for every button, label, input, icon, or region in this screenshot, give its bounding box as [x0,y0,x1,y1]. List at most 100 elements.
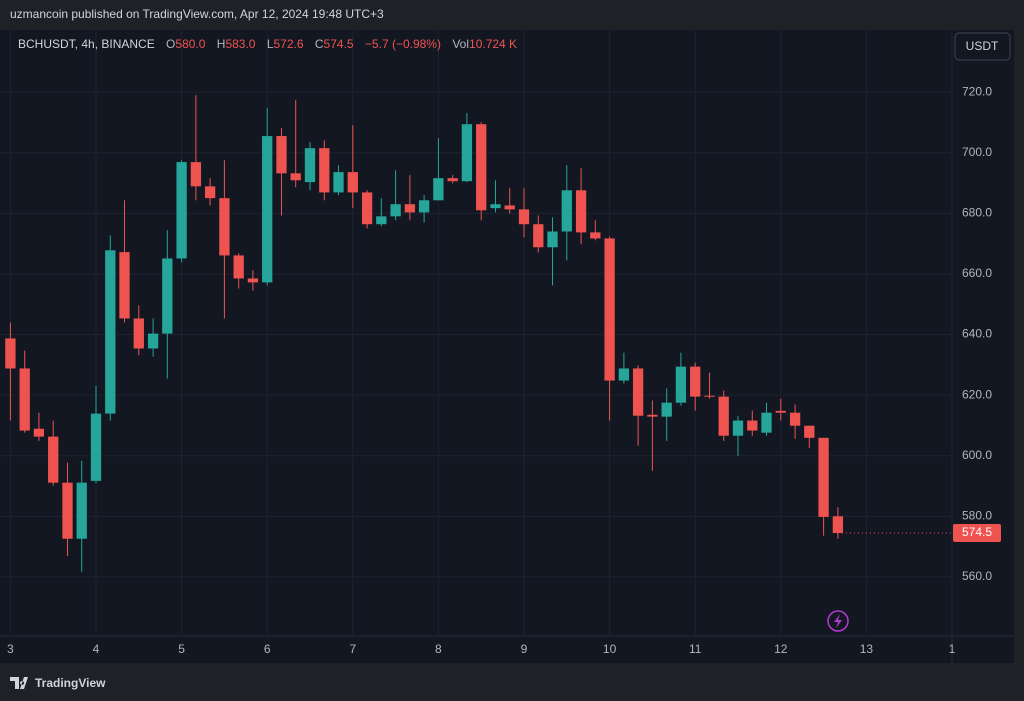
x-tick-label: 1 [949,642,956,656]
currency-button[interactable] [954,32,1011,61]
top-bar [0,0,1024,30]
candle-body [732,420,744,436]
candle-body [233,255,244,279]
candle-body [119,252,130,319]
brand-logo [10,677,28,689]
close-label: C [314,37,324,51]
brand-name: TradingView [35,676,106,690]
candle-body [219,198,230,256]
high-value: 583.0 [225,37,256,51]
y-tick-label: 700.0 [962,145,992,159]
candle-body [147,333,159,349]
candle-body [390,204,401,217]
candle-body [661,402,672,417]
symbol: BCHUSDT, 4h, BINANCE [18,37,155,51]
candle-body [361,192,373,225]
candle-body [518,209,530,225]
candle-body [490,204,501,209]
candle-body [618,368,630,381]
candle-body [319,148,330,193]
legend: BCHUSDT, 4h, BINANCE O580.0 H583.0 L572.… [18,37,517,51]
published-note: uzmancoin published on TradingView.com, … [10,7,384,21]
x-tick-label: 7 [349,642,356,656]
candle-body [789,412,801,426]
x-tick-label: 11 [689,642,702,656]
candle-body [818,437,829,517]
x-tick-label: 10 [603,642,617,656]
candle-body [48,436,59,483]
candle-body [804,425,815,438]
change-value: −5.7 (−0.98%) [364,37,441,51]
candle-body [447,178,458,182]
x-tick-label: 8 [435,642,442,656]
x-tick-label: 3 [7,642,14,656]
candle-body [675,366,687,403]
currency-label: USDT [966,39,999,53]
candle-body [247,278,259,283]
x-tick-label: 5 [178,642,185,656]
candle-body [476,124,487,211]
candle-body [276,136,287,174]
candle-body [133,318,144,349]
candle-body [561,190,572,232]
candle-body [747,420,758,431]
last-price-tag [953,523,1001,542]
candle-body [190,162,202,187]
candle-body [418,200,430,213]
y-tick-label: 560.0 [962,569,992,583]
candle-body [105,250,116,414]
low-label: L [266,37,274,51]
candle-body [547,231,558,248]
icon-circle [827,610,849,632]
candle-body [604,238,615,381]
low-value: 572.6 [273,37,304,51]
candle-body [404,204,416,213]
candle-body [33,428,45,437]
candle-body [333,172,344,193]
x-tick-label: 6 [264,642,271,656]
x-tick-label: 13 [860,642,874,656]
candle-body [90,413,102,481]
candle-body [376,216,387,225]
candle-body [433,178,444,201]
candle-body [290,173,301,181]
x-tick-label: 9 [521,642,528,656]
candle-body [304,148,316,183]
y-tick-label: 600.0 [962,448,992,462]
brand: TradingView [10,676,106,690]
y-tick-label: 640.0 [962,327,992,341]
candle-body [575,190,587,233]
y-tick-label: 680.0 [962,205,992,219]
candle-body [461,124,473,182]
high-label: H [216,37,226,51]
bottom-bar [0,663,1024,701]
candle-body [5,338,16,369]
candle-body [62,482,73,539]
candle-body [718,396,729,436]
candle-body [176,162,187,259]
candle-body [832,516,844,533]
close-value: 574.5 [323,37,354,51]
candle-body [590,232,601,239]
volume-value: 10.724 K [469,37,518,51]
candle-body [262,136,273,283]
plot-area: 560.0 580.0 600.0 620.0 640.0 660.0 680.0 700.0… [0,30,1001,656]
candle-body [632,368,644,416]
last-price-label: 574.5 [962,525,992,539]
right-edge [1014,30,1024,663]
icon-bolt [834,614,842,628]
candle-body [761,412,772,433]
candle-body [204,186,216,199]
candle-body [775,410,786,413]
y-tick-label: 580.0 [962,508,992,522]
open-value: 580.0 [175,37,206,51]
candle-body [690,366,701,397]
volume-label: Vol [452,37,470,51]
candle-body [533,224,544,248]
lightning-icon[interactable] [827,610,849,632]
candle-body [504,205,515,210]
y-tick-label: 620.0 [962,387,992,401]
x-tick-label: 12 [774,642,788,656]
